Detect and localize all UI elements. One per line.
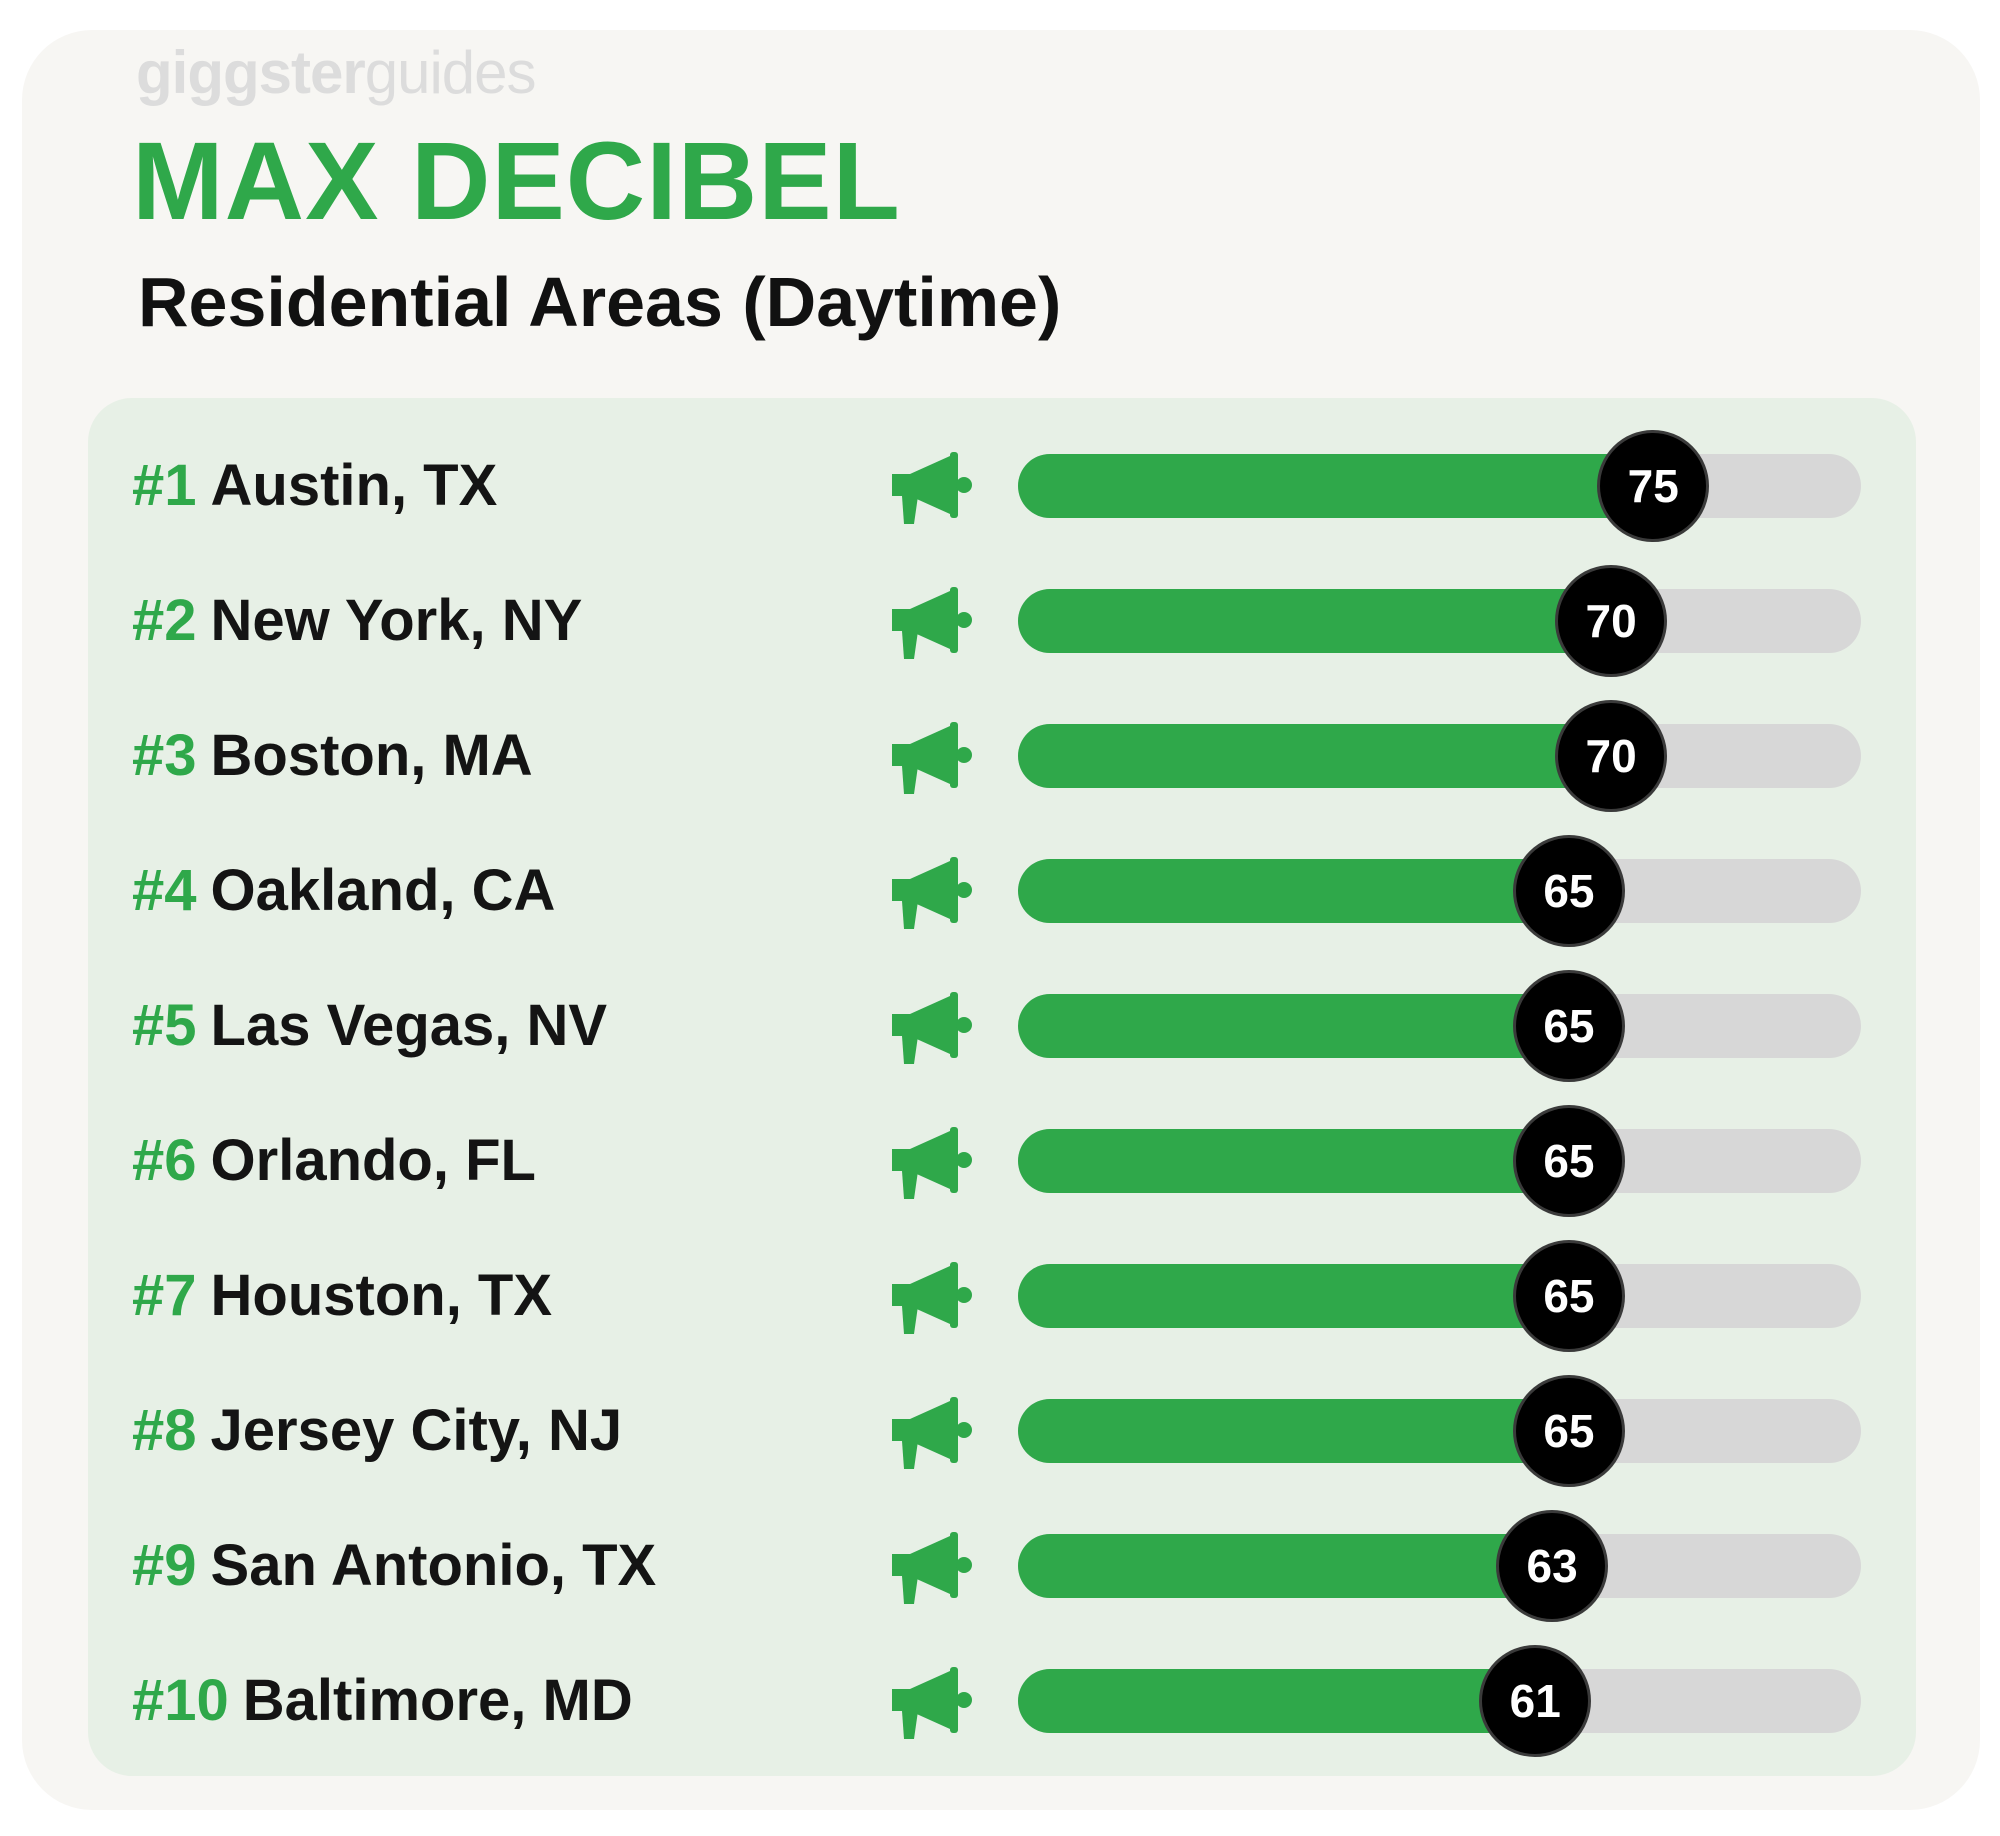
- row-label: #4 Oakland, CA: [132, 857, 555, 925]
- rank-number: #7: [132, 1263, 197, 1328]
- value-badge: 75: [1597, 430, 1710, 542]
- bar-fill: [1018, 454, 1651, 518]
- city-name: Orlando, FL: [210, 1128, 536, 1193]
- rank-number: #2: [132, 588, 197, 653]
- bar-container: 65: [1018, 1240, 1861, 1352]
- bar-container: 63: [1018, 1510, 1861, 1622]
- row-label: #1 Austin, TX: [132, 452, 497, 520]
- row-label: #5 Las Vegas, NV: [132, 992, 607, 1060]
- value-badge: 65: [1512, 835, 1625, 947]
- row-label: #6 Orlando, FL: [132, 1127, 536, 1195]
- value-badge: 70: [1555, 565, 1668, 677]
- city-name: New York, NY: [210, 588, 583, 653]
- megaphone-icon: [888, 1524, 980, 1608]
- city-name: Houston, TX: [210, 1263, 553, 1328]
- value-badge: 65: [1512, 1105, 1625, 1217]
- bar-container: 61: [1018, 1645, 1861, 1757]
- bar-fill: [1018, 1669, 1533, 1733]
- rank-number: #9: [132, 1533, 197, 1598]
- bar-container: 70: [1018, 565, 1861, 677]
- value-badge: 63: [1496, 1510, 1609, 1622]
- megaphone-icon: [888, 1254, 980, 1338]
- rank-number: #6: [132, 1128, 197, 1193]
- bar-container: 65: [1018, 1105, 1861, 1217]
- megaphone-icon: [888, 444, 980, 528]
- brand-logo: giggsterguides: [136, 38, 537, 108]
- rank-number: #8: [132, 1398, 197, 1463]
- rank-number: #1: [132, 453, 197, 518]
- megaphone-icon: [888, 1119, 980, 1203]
- row-label: #9 San Antonio, TX: [132, 1532, 656, 1600]
- rank-number: #5: [132, 993, 197, 1058]
- city-name: Boston, MA: [210, 723, 533, 788]
- row-label: #7 Houston, TX: [132, 1262, 552, 1330]
- bar-fill: [1018, 859, 1566, 923]
- value-badge: 65: [1512, 970, 1625, 1082]
- megaphone-icon: [888, 714, 980, 798]
- value-badge: 70: [1555, 700, 1668, 812]
- rank-number: #10: [132, 1668, 229, 1733]
- city-name: Oakland, CA: [210, 858, 556, 923]
- bar-container: 75: [1018, 430, 1861, 542]
- megaphone-icon: [888, 1389, 980, 1473]
- city-name: Austin, TX: [210, 453, 498, 518]
- row-label: #3 Boston, MA: [132, 722, 533, 790]
- bar-fill: [1018, 994, 1566, 1058]
- bar-container: 65: [1018, 835, 1861, 947]
- bar-container: 65: [1018, 1375, 1861, 1487]
- row-label: #10 Baltimore, MD: [132, 1667, 633, 1735]
- value-badge: 65: [1512, 1240, 1625, 1352]
- value-badge: 65: [1512, 1375, 1625, 1487]
- chart-title: MAX DECIBEL: [132, 120, 901, 243]
- megaphone-icon: [888, 579, 980, 663]
- city-name: Jersey City, NJ: [210, 1398, 623, 1463]
- bar-fill: [1018, 1129, 1566, 1193]
- brand-logo-bold: giggster: [136, 39, 366, 106]
- rank-number: #4: [132, 858, 197, 923]
- bar-fill: [1018, 1534, 1550, 1598]
- bar-fill: [1018, 589, 1609, 653]
- bar-fill: [1018, 1399, 1566, 1463]
- city-name: San Antonio, TX: [210, 1533, 657, 1598]
- bar-container: 70: [1018, 700, 1861, 812]
- row-label: #8 Jersey City, NJ: [132, 1397, 622, 1465]
- rank-number: #3: [132, 723, 197, 788]
- city-name: Las Vegas, NV: [210, 993, 608, 1058]
- bar-container: 65: [1018, 970, 1861, 1082]
- city-name: Baltimore, MD: [242, 1668, 633, 1733]
- megaphone-icon: [888, 984, 980, 1068]
- bar-fill: [1018, 1264, 1566, 1328]
- row-label: #2 New York, NY: [132, 587, 582, 655]
- chart-subtitle: Residential Areas (Daytime): [138, 263, 1062, 341]
- value-badge: 61: [1479, 1645, 1592, 1757]
- megaphone-icon: [888, 1659, 980, 1743]
- brand-logo-light: guides: [364, 39, 537, 106]
- megaphone-icon: [888, 849, 980, 933]
- bar-fill: [1018, 724, 1609, 788]
